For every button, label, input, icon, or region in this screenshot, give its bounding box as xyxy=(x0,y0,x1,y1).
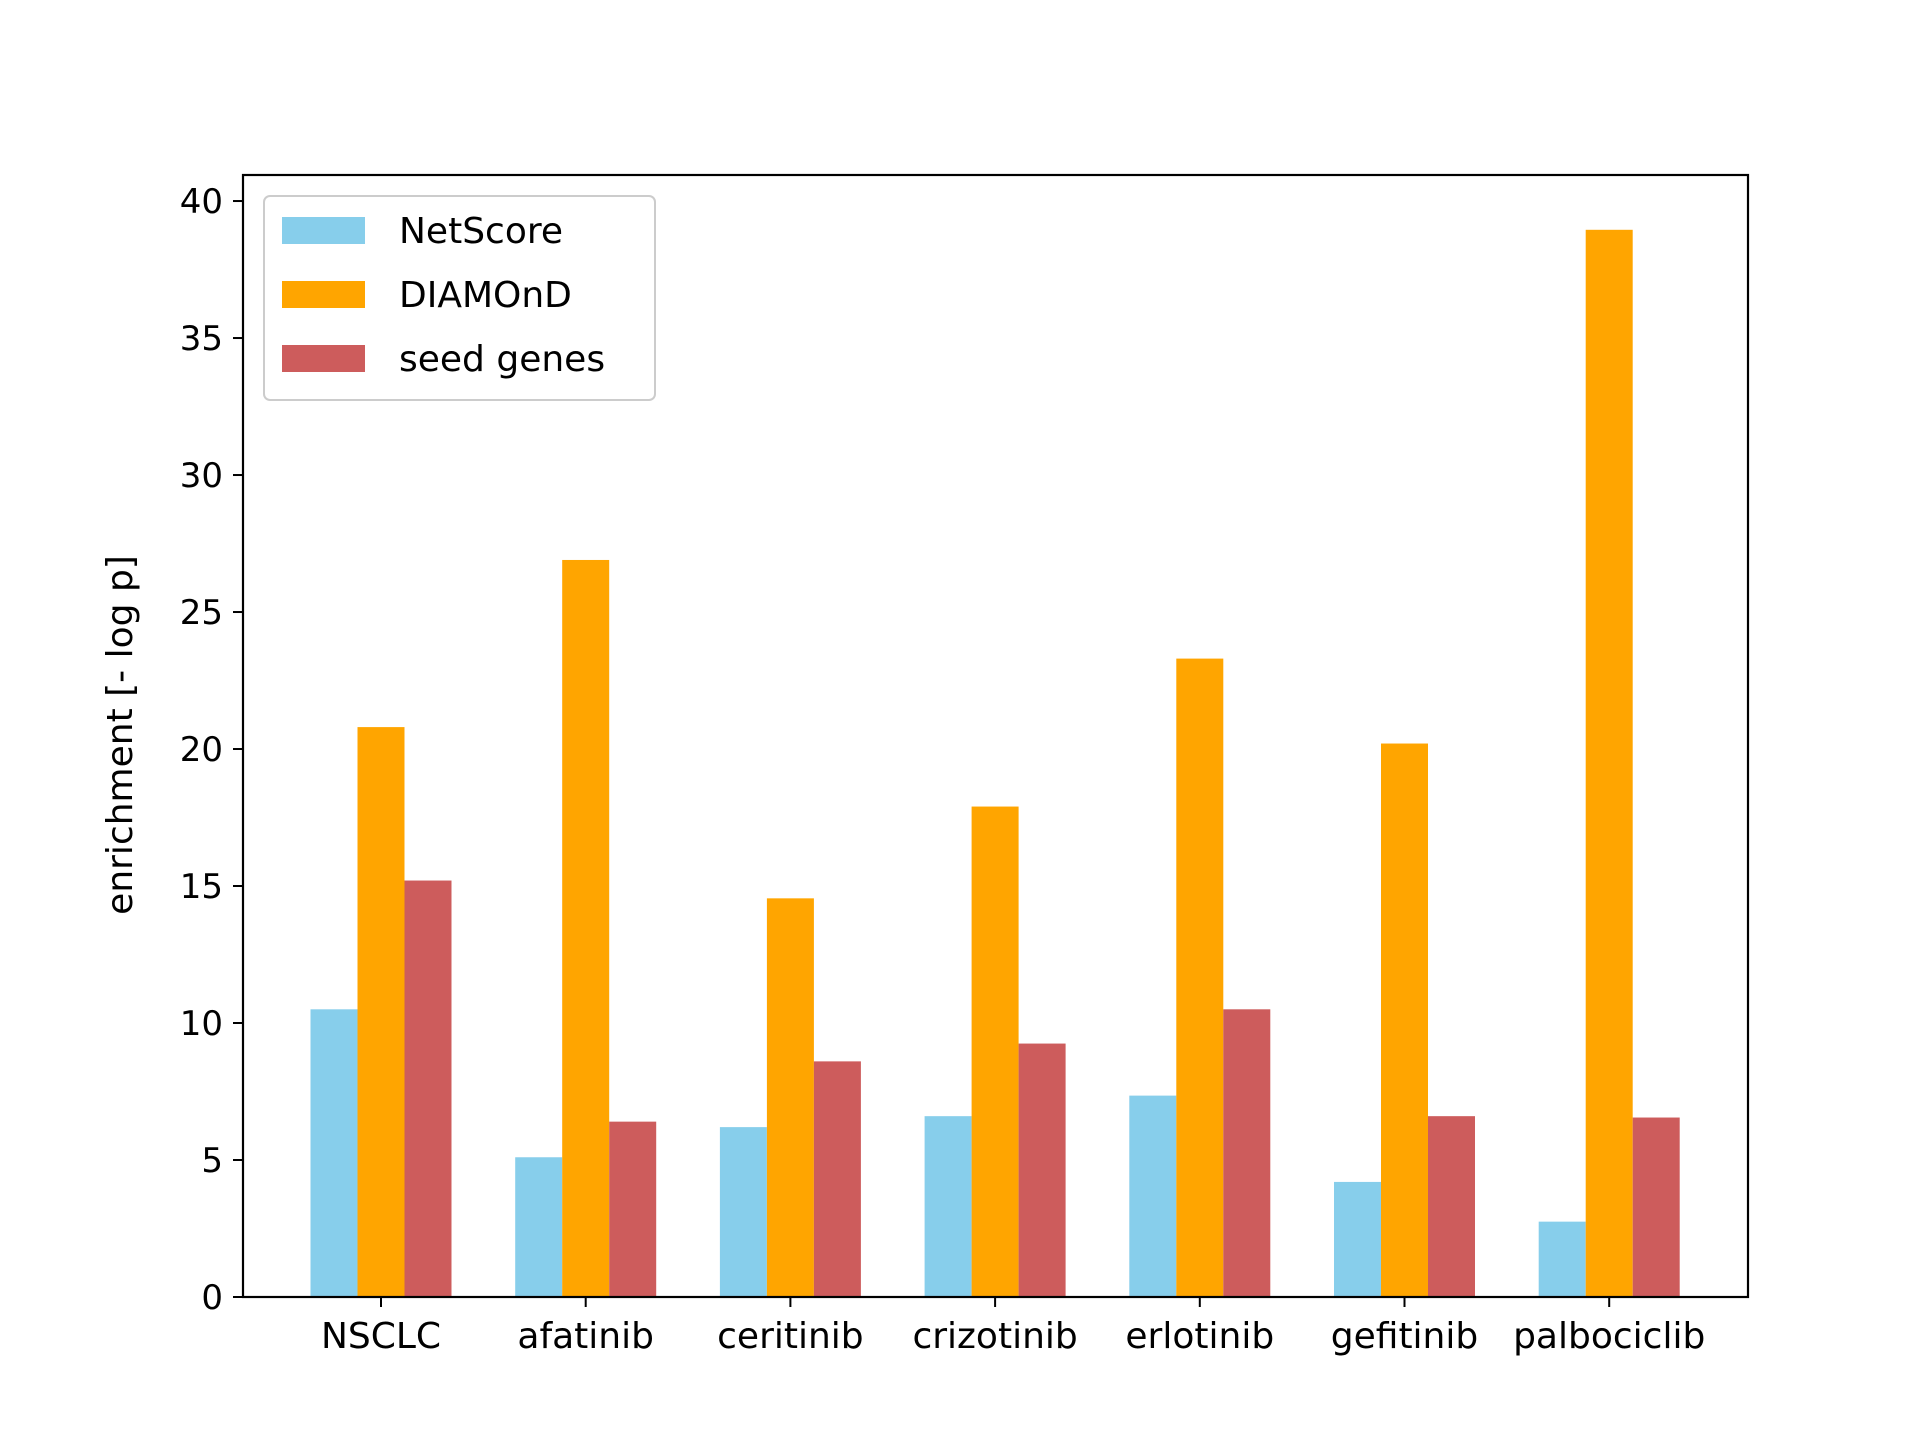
x-tick-label: gefitinib xyxy=(1331,1316,1478,1357)
x-tick-label: afatinib xyxy=(517,1316,654,1357)
bar-seed-genes-afatinib xyxy=(609,1121,657,1297)
axes-layer: 0 5 10 15 20 25 30 35 40 NSCLC afatinib ceritinib cr… xyxy=(180,173,1750,1357)
legend-label-seed-genes: seed genes xyxy=(399,339,605,380)
x-tick-label: crizotinib xyxy=(912,1316,1077,1357)
bar-diamond-nsclc xyxy=(357,727,405,1297)
legend-swatch-seed-genes xyxy=(282,345,365,372)
y-tick-label: 0 xyxy=(201,1278,223,1318)
bar-diamond-palbociclib xyxy=(1585,229,1633,1297)
legend-swatch-diamond xyxy=(282,281,365,308)
y-tick-label: 40 xyxy=(180,182,223,222)
y-tick-label: 15 xyxy=(180,867,223,907)
bar-netscore-erlotinib xyxy=(1129,1095,1177,1297)
bar-seed-genes-gefitinib xyxy=(1428,1116,1475,1297)
bar-netscore-ceritinib xyxy=(719,1127,767,1297)
bar-diamond-ceritinib xyxy=(766,898,814,1297)
bar-seed-genes-nsclc xyxy=(404,880,452,1297)
bar-seed-genes-palbociclib xyxy=(1632,1117,1680,1297)
bar-seed-genes-erlotinib xyxy=(1223,1009,1271,1297)
y-tick-label: 35 xyxy=(180,319,223,359)
y-tick-label: 5 xyxy=(201,1141,223,1181)
legend-label-netscore: NetScore xyxy=(399,211,563,252)
y-axis-label: enrichment [- log p] xyxy=(100,555,141,915)
bars-layer xyxy=(310,229,1680,1297)
bar-diamond-erlotinib xyxy=(1176,658,1224,1297)
bar-netscore-gefitinib xyxy=(1334,1181,1381,1297)
bar-netscore-afatinib xyxy=(515,1157,563,1297)
x-tick-label: palbociclib xyxy=(1513,1316,1705,1357)
bar-diamond-afatinib xyxy=(562,559,610,1297)
bar-netscore-crizotinib xyxy=(924,1116,972,1297)
bar-diamond-gefitinib xyxy=(1381,743,1428,1297)
y-tick-label: 10 xyxy=(180,1004,223,1044)
x-tick-label: ceritinib xyxy=(717,1316,864,1357)
y-tick-label: 25 xyxy=(180,593,223,633)
bar-netscore-palbociclib xyxy=(1538,1221,1586,1297)
bar-diamond-crizotinib xyxy=(971,806,1019,1297)
bar-seed-genes-crizotinib xyxy=(1018,1043,1066,1297)
x-tick-label: NSCLC xyxy=(321,1316,441,1357)
bar-netscore-nsclc xyxy=(310,1009,358,1297)
bar-seed-genes-ceritinib xyxy=(813,1061,861,1297)
y-tick-label: 30 xyxy=(180,456,223,496)
legend: NetScore DIAMOnD seed genes xyxy=(263,195,656,401)
y-tick-label: 20 xyxy=(180,730,223,770)
legend-label-diamond: DIAMOnD xyxy=(399,275,572,316)
legend-swatch-netscore xyxy=(282,217,365,244)
x-tick-label: erlotinib xyxy=(1125,1316,1274,1357)
